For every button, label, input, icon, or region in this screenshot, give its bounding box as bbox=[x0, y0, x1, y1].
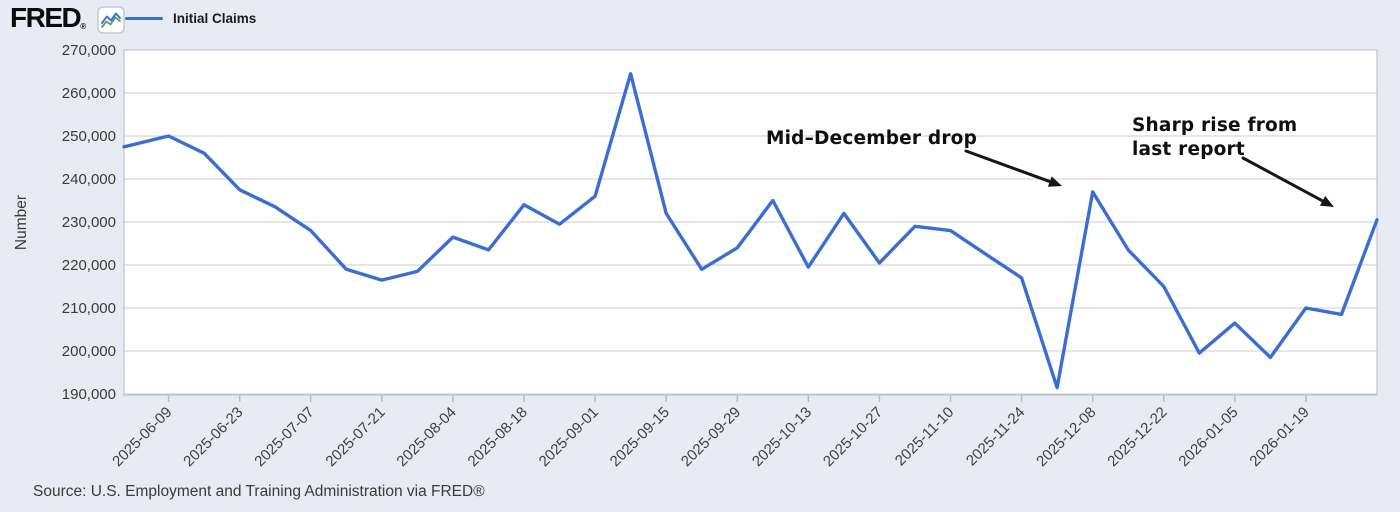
svg-text:2026-01-19: 2026-01-19 bbox=[1246, 404, 1312, 470]
svg-text:2025-11-10: 2025-11-10 bbox=[892, 404, 957, 469]
svg-text:2025-09-15: 2025-09-15 bbox=[607, 404, 673, 470]
svg-text:2025-10-13: 2025-10-13 bbox=[749, 404, 815, 470]
svg-text:2025-06-23: 2025-06-23 bbox=[180, 404, 246, 470]
annotation-sharp-rise-line1: Sharp rise from bbox=[1132, 115, 1298, 136]
fred-logo: FRED® bbox=[10, 2, 86, 34]
svg-text:2025-12-08: 2025-12-08 bbox=[1033, 404, 1099, 470]
registered-trademark: ® bbox=[80, 22, 87, 31]
legend-line-swatch bbox=[125, 16, 163, 21]
svg-text:210,000: 210,000 bbox=[62, 300, 116, 317]
svg-text:2025-09-01: 2025-09-01 bbox=[536, 404, 602, 470]
legend-series-label[interactable]: Initial Claims bbox=[173, 11, 257, 26]
source-note: Source: U.S. Employment and Training Adm… bbox=[33, 483, 485, 500]
svg-text:2026-01-05: 2026-01-05 bbox=[1175, 404, 1241, 470]
svg-text:270,000: 270,000 bbox=[62, 42, 116, 59]
svg-text:2025-10-27: 2025-10-27 bbox=[820, 404, 886, 470]
svg-text:230,000: 230,000 bbox=[62, 214, 116, 231]
fred-logo-text: FRED bbox=[10, 2, 82, 33]
svg-text:220,000: 220,000 bbox=[62, 257, 116, 274]
svg-text:260,000: 260,000 bbox=[62, 85, 116, 102]
svg-text:2025-11-24: 2025-11-24 bbox=[963, 404, 1028, 469]
chart-header: FRED® Initial Claims bbox=[0, 0, 1400, 38]
svg-text:Number: Number bbox=[13, 195, 30, 250]
svg-text:2025-07-21: 2025-07-21 bbox=[322, 404, 388, 470]
svg-text:2025-08-04: 2025-08-04 bbox=[393, 404, 459, 470]
svg-text:250,000: 250,000 bbox=[62, 128, 116, 145]
svg-text:190,000: 190,000 bbox=[62, 386, 116, 403]
annotation-sharp-rise: Sharp rise from last report bbox=[1132, 114, 1297, 162]
annotation-sharp-rise-line2: last report bbox=[1132, 139, 1245, 160]
svg-text:2025-08-18: 2025-08-18 bbox=[465, 404, 531, 470]
annotation-mid-december-drop: Mid–December drop bbox=[766, 128, 978, 149]
legend: Initial Claims bbox=[125, 11, 256, 26]
svg-text:240,000: 240,000 bbox=[62, 171, 116, 188]
svg-text:2025-09-29: 2025-09-29 bbox=[678, 404, 744, 470]
svg-text:2025-07-07: 2025-07-07 bbox=[251, 404, 317, 470]
svg-text:2025-12-22: 2025-12-22 bbox=[1104, 404, 1170, 470]
svg-text:2025-06-09: 2025-06-09 bbox=[109, 404, 175, 470]
svg-text:200,000: 200,000 bbox=[62, 343, 116, 360]
fred-sparkline-icon bbox=[97, 6, 125, 34]
